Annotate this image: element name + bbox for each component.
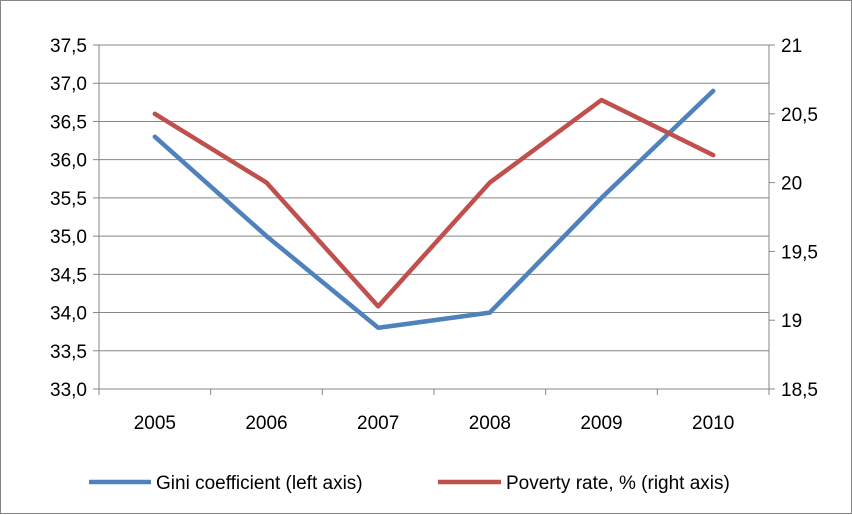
x-axis-tick-label: 2007 <box>357 413 399 434</box>
left-axis-tick-label: 35,0 <box>50 227 87 248</box>
left-axis-tick-label: 36,0 <box>50 151 87 172</box>
x-axis-tick-label: 2006 <box>245 413 287 434</box>
right-axis-tick-label: 19,5 <box>781 242 818 263</box>
series-line-poverty-rate <box>152 97 716 309</box>
x-axis-tick-label: 2008 <box>469 413 511 434</box>
x-axis-tick-label: 2010 <box>692 413 734 434</box>
left-axis-tick-label: 37,0 <box>50 74 87 95</box>
right-axis-tick-label: 20,5 <box>781 105 818 126</box>
left-axis-tick-label: 34,5 <box>50 265 87 286</box>
series-line-gini-coefficient <box>152 88 716 331</box>
right-axis-tick-label: 21 <box>781 36 802 57</box>
x-axis-tick-label: 2005 <box>134 413 176 434</box>
right-axis-tick-label: 20 <box>781 174 802 195</box>
left-axis-tick-label: 34,0 <box>50 304 87 325</box>
x-axis-tick-label: 2009 <box>580 413 622 434</box>
right-axis-tick-label: 18,5 <box>781 380 818 401</box>
left-axis-tick-label: 33,5 <box>50 342 87 363</box>
left-axis-tick-label: 36,5 <box>50 112 87 133</box>
left-axis-tick-label: 33,0 <box>50 380 87 401</box>
left-axis-tick-label: 37,5 <box>50 36 87 57</box>
right-axis-tick-label: 19 <box>781 311 802 332</box>
legend-label-1: Poverty rate, % (right axis) <box>506 473 730 494</box>
left-axis-tick-label: 35,5 <box>50 189 87 210</box>
legend-label-0: Gini coefficient (left axis) <box>156 473 363 494</box>
